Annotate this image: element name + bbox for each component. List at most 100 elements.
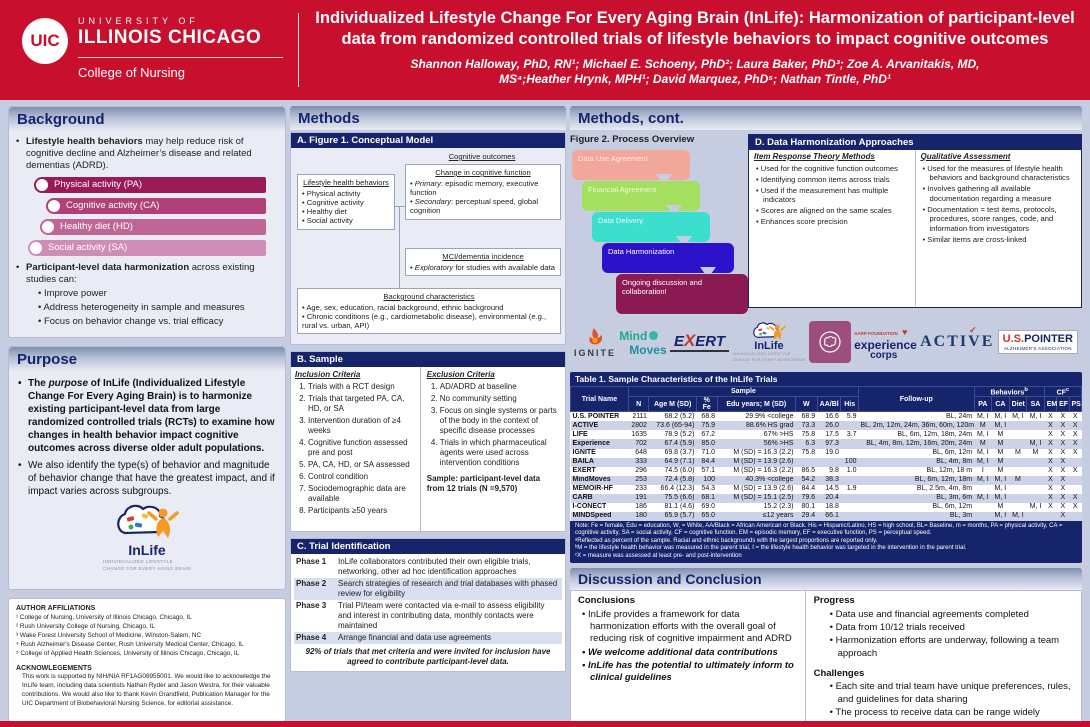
qualitative-heading: Qualitative Assessment — [920, 152, 1011, 161]
inclusion-item: Control condition — [308, 472, 416, 482]
bullet-text: across existing studies can: — [26, 261, 255, 285]
table-cell: X — [1069, 493, 1082, 503]
table-cell: 75.8 — [801, 430, 816, 438]
progress-item: Data from 10/12 trials received — [836, 622, 1073, 634]
table-cell: 702 — [628, 439, 649, 449]
header-divider — [298, 13, 299, 87]
column-header: Age M (SD) — [648, 396, 697, 413]
table-cell: M, I — [974, 493, 992, 503]
authors: Shannon Halloway, PhD, RN¹; Michael E. S… — [312, 57, 1078, 88]
college-of-nursing-text: College of Nursing — [78, 65, 185, 80]
table-cell: 81.1 (4.6) — [664, 503, 695, 511]
table-cell: 75.5 (6.6) — [648, 493, 697, 503]
box-title: Change in cognitive function — [435, 168, 531, 177]
phase-text: InLife collaborators contributed their o… — [338, 557, 531, 576]
challenges-list: Each site and trial team have unique pre… — [828, 681, 1073, 719]
table-cell: IGNITE — [572, 449, 596, 457]
table-cell: X — [1060, 503, 1066, 511]
background-bullet-1: • Lifestyle health behaviors may help re… — [16, 136, 278, 172]
table-cell: M — [1014, 449, 1021, 457]
table-cell: X — [1044, 493, 1057, 503]
down-arrow-icon — [676, 236, 692, 247]
inlife-logo-small: InLife INDIVIDUALIZED LIFESTYLE CHANGE F… — [732, 320, 805, 363]
list-item: Involves gathering all available documen… — [927, 184, 1077, 203]
inclusion-item: PA, CA, HD, or SA assessed — [308, 460, 416, 470]
list-item: Scores are aligned on the same scales — [761, 206, 910, 215]
table-cell: X — [1060, 412, 1066, 420]
connector-line — [399, 206, 400, 306]
table-cell: BL, 3m — [858, 511, 975, 521]
column-header: AA/Bl — [816, 396, 842, 413]
active-v-text: V — [968, 333, 982, 350]
experience-text: experience — [854, 338, 917, 352]
table-cell: 5.9 — [846, 412, 857, 420]
table-cell — [1009, 467, 1027, 476]
table-cell: 56% >HS — [717, 439, 796, 449]
table-cell: 648 — [635, 449, 647, 457]
table-cell — [1044, 511, 1057, 521]
table-cell: BAILA — [570, 457, 629, 467]
list-item: Documentation = test items, protocols, p… — [927, 205, 1077, 233]
table-cell: M, I — [1026, 439, 1045, 449]
table-row: IGNITE 648 69.8 (3.7) 71.0 M (SD) = 16.3 (2.… — [571, 449, 1082, 458]
table-cell: 88.6% HS grad — [717, 421, 796, 431]
table-cell: 38.3 — [817, 475, 841, 485]
exclusion-item: Focus on single systems or parts of the … — [440, 406, 559, 436]
table-cell: 65.0 — [696, 511, 718, 521]
table-cell: 68.1 — [696, 493, 718, 503]
table-cell — [974, 485, 992, 494]
purpose-text: of InLife (Individualized Lifestyle Chan… — [28, 378, 275, 454]
lifestyle-list: Physical activityCognitive activityHealt… — [302, 189, 390, 225]
affiliations-heading: AUTHOR AFFILIATIONS — [16, 605, 96, 612]
table-cell: 2111 — [632, 412, 647, 420]
inlife-caption: INDIVIDUALIZED LIFESTYLE CHANGE FOR EVER… — [103, 559, 191, 573]
table-cell: M — [997, 503, 1004, 511]
table-note-line: ᵇM = the lifestyle health behavior was m… — [575, 545, 967, 552]
background-characteristics-box: Background characteristics Age, sex, edu… — [297, 288, 561, 335]
table-cell: M, I — [994, 412, 1007, 420]
right-column: Methods, cont. Figure 2. Process Overvie… — [570, 106, 1083, 726]
phases-list: Phase 1 InLife collaborators contributed … — [294, 556, 562, 644]
sample-body: Inclusion Criteria Trials with a RCT des… — [291, 367, 565, 531]
cognitive-change-box: Change in cognitive function Primary: ep… — [405, 164, 561, 220]
conclusion-item: InLife provides a framework for data har… — [588, 609, 798, 646]
table-cell: CARB — [570, 493, 629, 503]
table-cell: BL, 3m, 6m — [858, 493, 975, 503]
exclusion-item: No community setting — [440, 394, 559, 404]
table-cell: X — [1044, 475, 1057, 485]
bold-lead: Lifestyle health behaviors — [26, 136, 143, 147]
table-notes: Note: Fe = female, Edu = education, W, =… — [570, 521, 1082, 564]
conclusion-item: We welcome additional data contributions — [588, 647, 798, 659]
irt-list: Used for the cognitive function outcomes… — [754, 164, 910, 227]
table-cell: M — [997, 449, 1004, 457]
exclusion-item: AD/ADRD at baseline — [440, 382, 559, 392]
qualitative-list: Used for the measures of lifestyle healt… — [921, 164, 1077, 244]
table-cell: M (SD) = 16.3 (2.2) — [733, 467, 794, 475]
table-cell — [1026, 457, 1045, 467]
column-header: CA — [991, 396, 1010, 413]
behaviors-header: Behaviorsb — [973, 385, 1045, 398]
bold-lead: Participant-level data harmonization — [26, 261, 190, 273]
table-cell: 1.0 — [846, 467, 857, 475]
check-icon: ✓ — [969, 325, 979, 335]
table-cell: M (SD) = 13.9 (2.6) — [733, 485, 794, 493]
table-cell — [1069, 485, 1081, 494]
table-cell: X — [1044, 457, 1057, 467]
ignite-logo: IGNITE — [574, 327, 616, 358]
table-cell: 86.5 — [801, 467, 816, 475]
purpose-italic: purpose — [48, 378, 89, 389]
inlife-caption: INDIVIDUALIZED LIFESTYLE CHANGE FOR EVER… — [732, 352, 805, 363]
figure1-section: A. Figure 1. Conceptual Model Cognitive … — [290, 132, 566, 345]
inclusion-item: Participants ≥50 years — [308, 506, 416, 516]
table-cell: 20.4 — [817, 493, 841, 503]
table-cell — [1026, 493, 1045, 503]
bottom-red-strip — [0, 721, 1090, 727]
inlife-brain-icon — [117, 504, 179, 538]
exert-text: E — [673, 333, 684, 350]
active-text: E — [981, 333, 995, 350]
affiliations-section: AUTHOR AFFILIATIONS ¹ College of Nursing… — [8, 598, 286, 722]
table-row: CARB 191 75.5 (6.6) 68.1 M (SD) = 15.1 (2.5)… — [570, 493, 1082, 503]
table-note-line: ᵃReflected as percent of the sample. Rac… — [575, 537, 878, 544]
background-heading: Background — [9, 107, 285, 131]
table-cell — [1009, 457, 1027, 467]
